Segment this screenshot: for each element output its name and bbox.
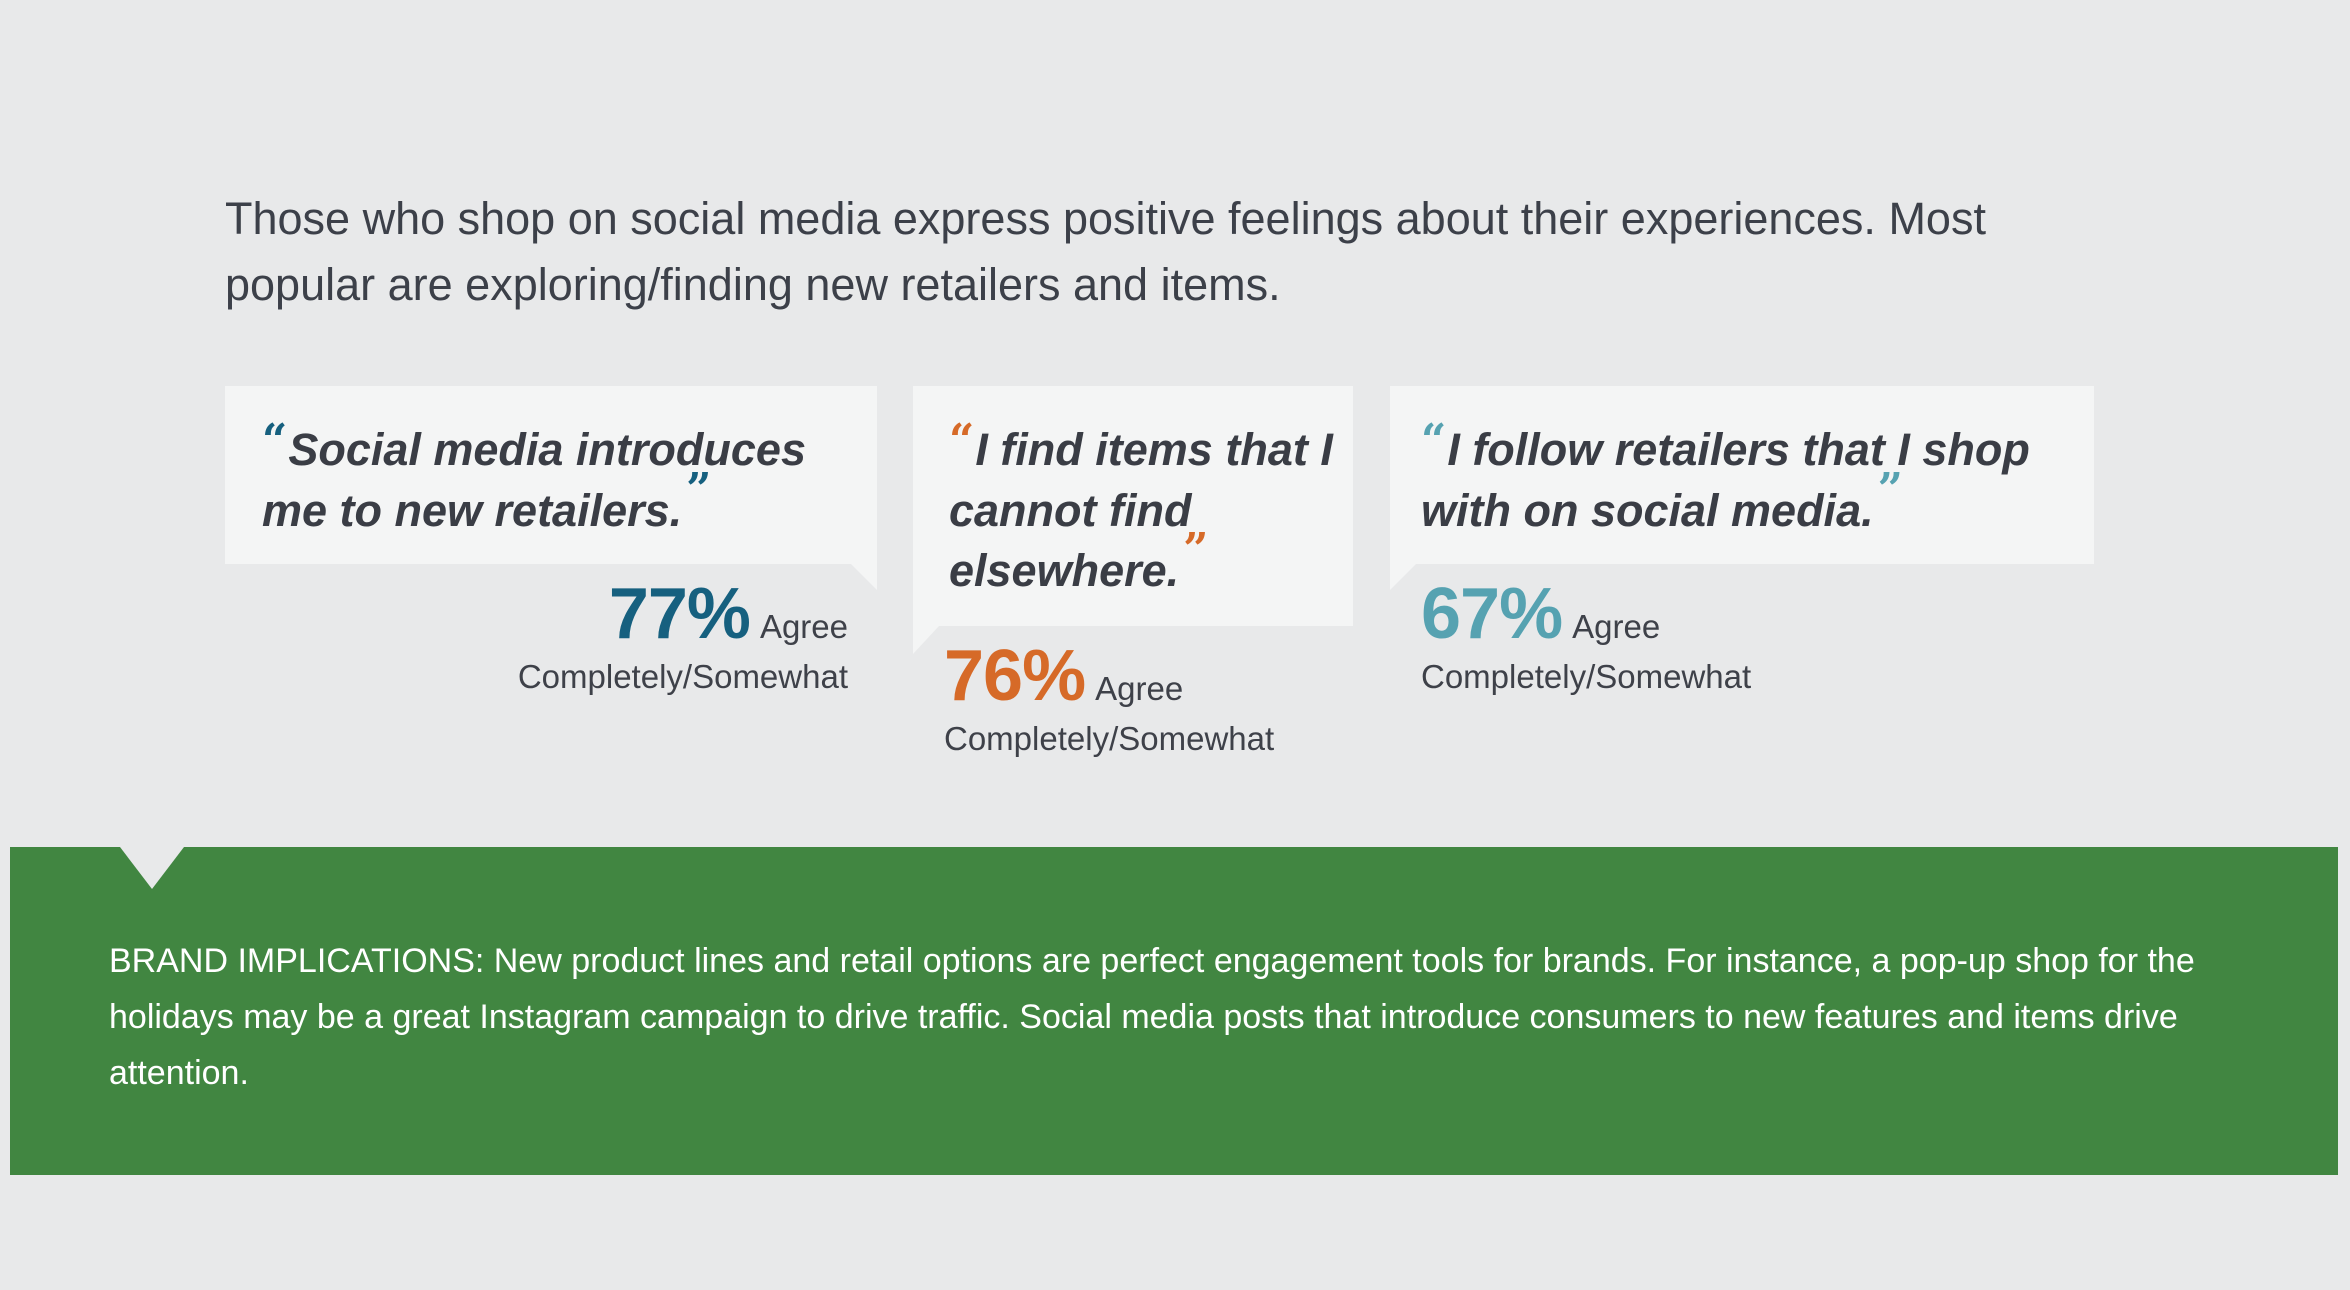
close-quote-icon: ”: [686, 464, 712, 515]
stat-items: 76% Agree Completely/Somewhat: [944, 640, 1364, 764]
quote-text: “I find items that I cannot find elsewhe…: [949, 415, 1353, 602]
close-quote-icon: ”: [1877, 464, 1903, 515]
brand-implications-text: BRAND IMPLICATIONS: New product lines an…: [109, 942, 2195, 1092]
quote-card-pointer: [851, 564, 877, 590]
open-quote-icon: “: [949, 415, 975, 466]
stat-agree-detail: Completely/Somewhat: [944, 720, 1275, 757]
banner-pointer-icon: [120, 847, 184, 889]
open-quote-icon: “: [1421, 415, 1447, 466]
quote-body: I follow retailers that I shop with on s…: [1421, 424, 2030, 536]
quote-body: Social media introduces me to new retail…: [262, 424, 806, 536]
open-quote-icon: “: [262, 415, 288, 466]
quote-text: “Social media introduces me to new retai…: [262, 415, 877, 542]
quote-card-retailers: “Social media introduces me to new retai…: [225, 386, 877, 564]
stat-agree-label: Agree: [759, 608, 848, 645]
quote-card-items: “I find items that I cannot find elsewhe…: [913, 386, 1353, 626]
stat-retailers: 77% Agree Completely/Somewhat: [470, 578, 848, 702]
quote-text: “I follow retailers that I shop with on …: [1421, 415, 2094, 542]
stat-percent: 77%: [608, 574, 751, 654]
quote-card-follow: “I follow retailers that I shop with on …: [1390, 386, 2094, 564]
quote-card-pointer: [1390, 564, 1416, 590]
quote-card-pointer: [913, 626, 939, 654]
stat-agree-label: Agree: [1095, 670, 1184, 707]
stat-agree-detail: Completely/Somewhat: [517, 658, 848, 695]
quote-body: I find items that I cannot find elsewher…: [949, 424, 1333, 596]
intro-text: Those who shop on social media express p…: [225, 193, 1986, 310]
brand-implications-banner: BRAND IMPLICATIONS: New product lines an…: [10, 847, 2338, 1175]
close-quote-icon: ”: [1183, 524, 1209, 575]
stat-follow: 67% Agree Completely/Somewhat: [1421, 578, 1841, 702]
stat-agree-label: Agree: [1572, 608, 1661, 645]
stat-percent: 67%: [1421, 574, 1563, 654]
stat-agree-detail: Completely/Somewhat: [1421, 658, 1752, 695]
stat-percent: 76%: [944, 636, 1086, 716]
